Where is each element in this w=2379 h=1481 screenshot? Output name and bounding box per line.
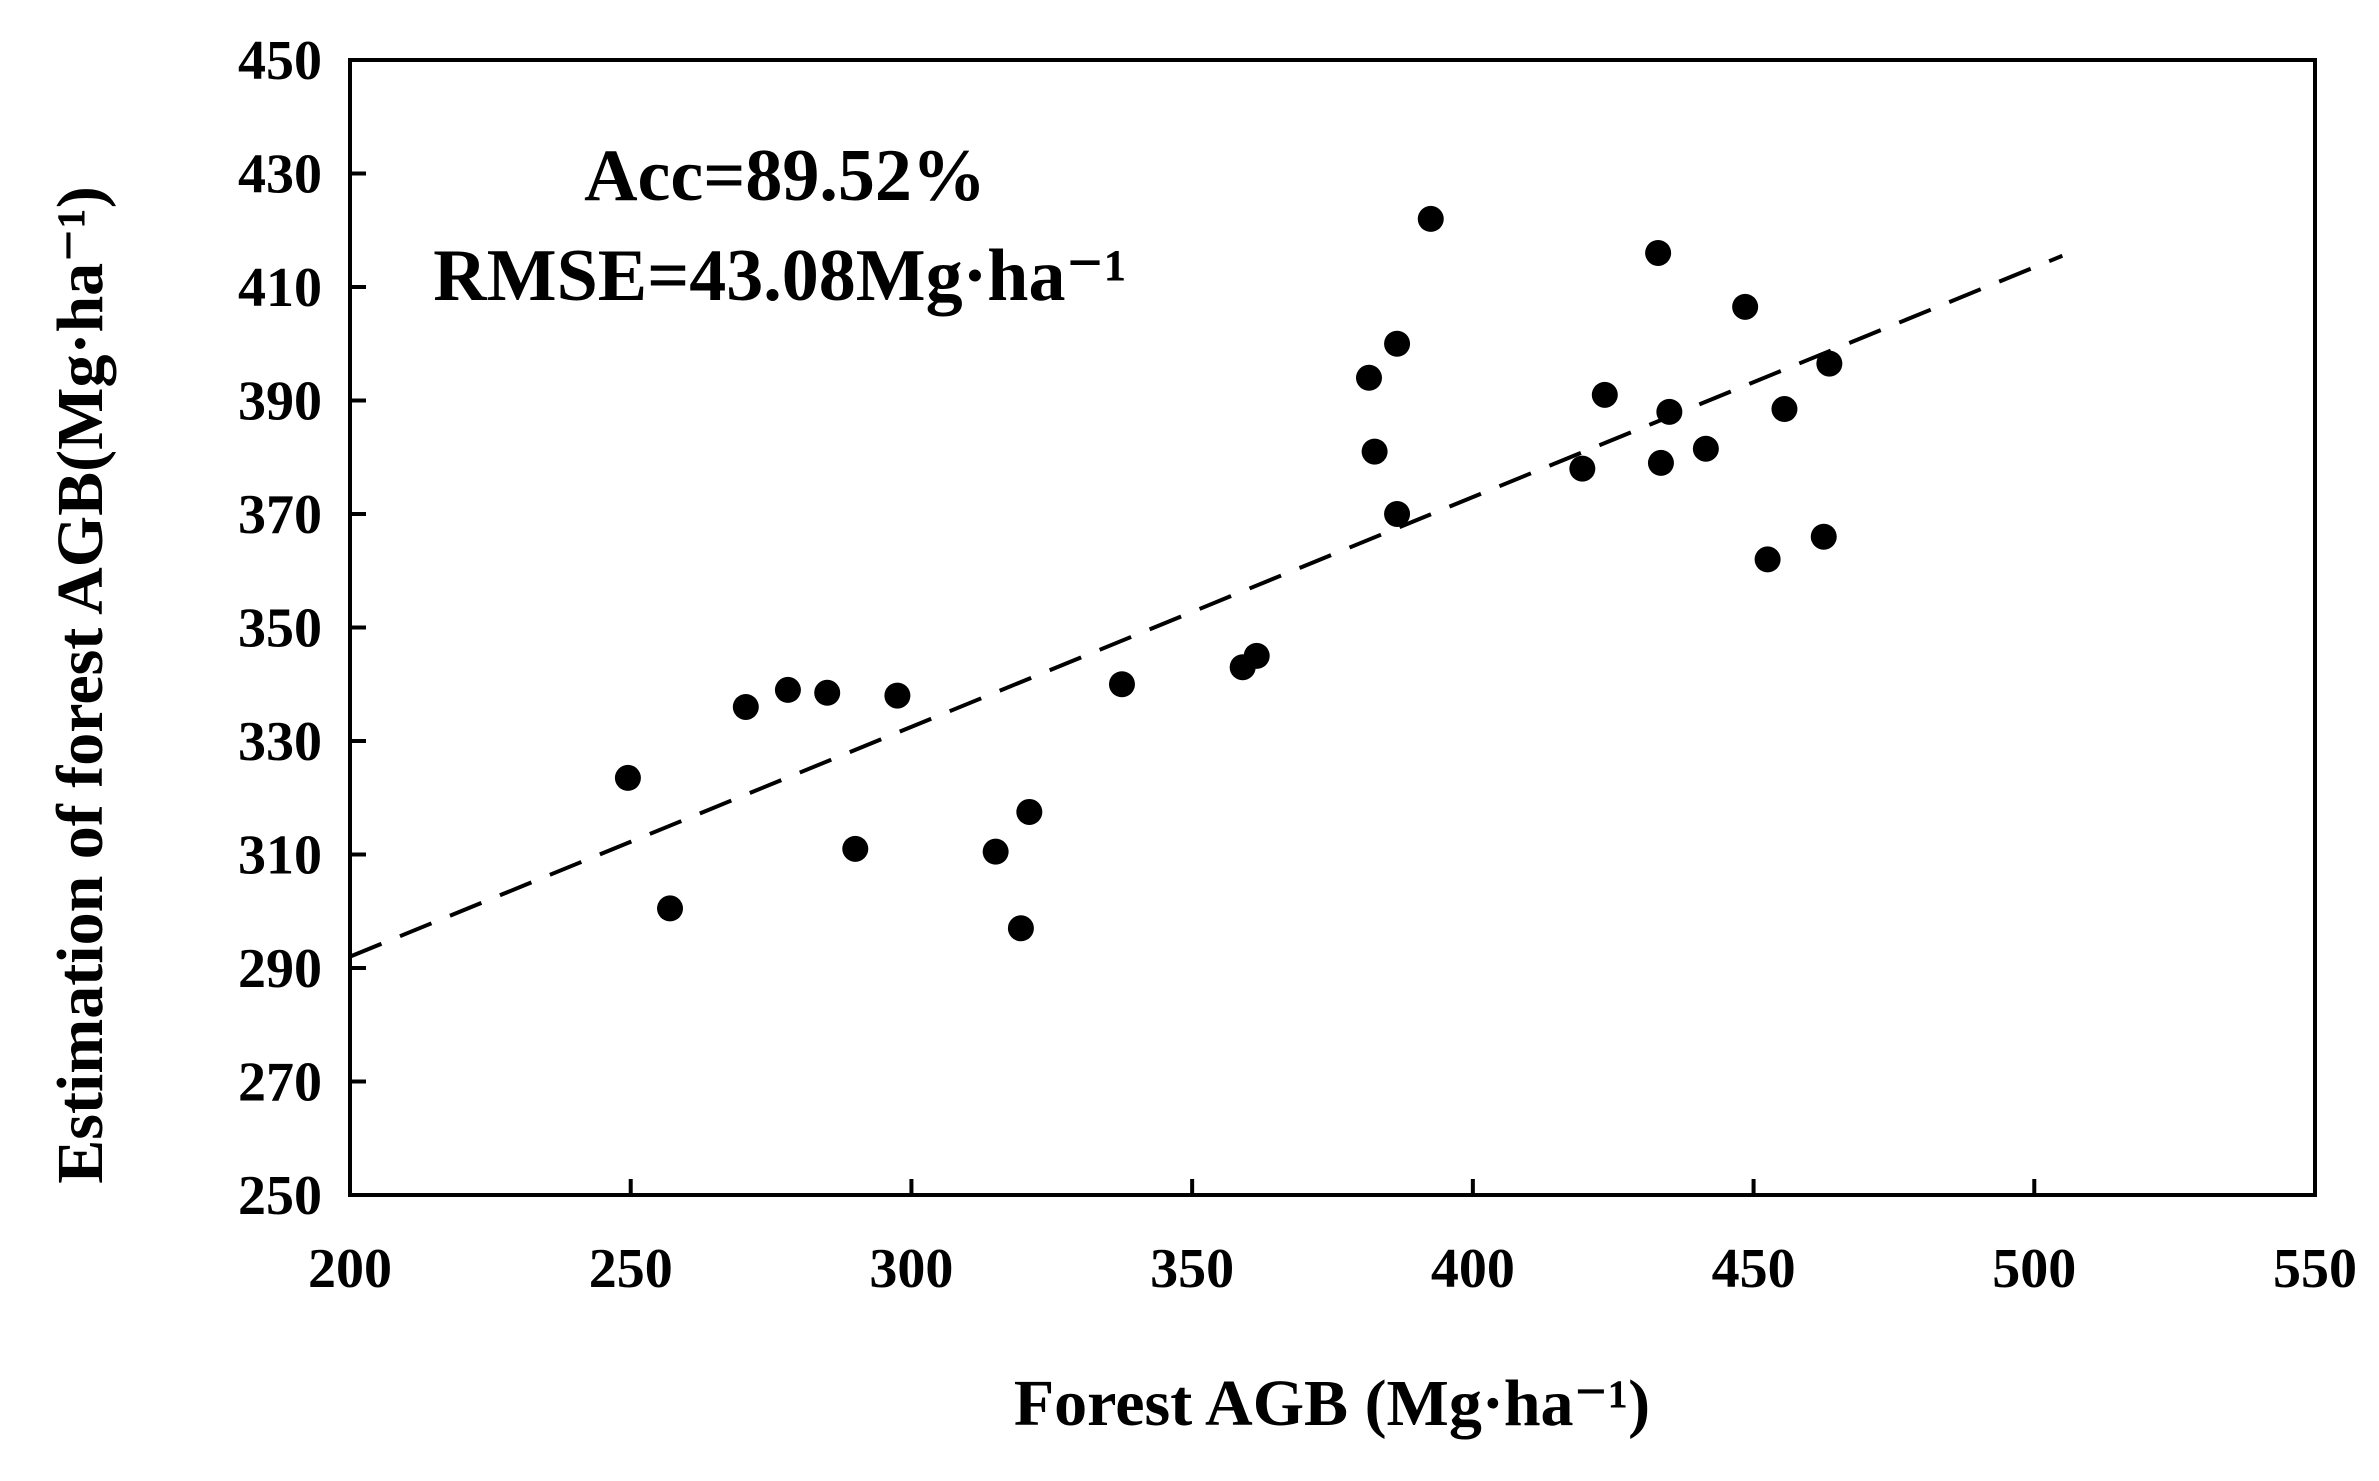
x-tick-label: 550 xyxy=(2273,1238,2357,1300)
x-axis-title: Forest AGB (Mg·ha⁻¹) xyxy=(1014,1367,1650,1440)
data-point xyxy=(1591,381,1618,408)
x-tick-label: 400 xyxy=(1431,1238,1515,1300)
y-tick-label: 390 xyxy=(238,371,322,433)
data-point xyxy=(1656,398,1683,425)
x-tick-label: 500 xyxy=(1992,1238,2076,1300)
data-point xyxy=(774,676,801,703)
data-point xyxy=(614,764,641,791)
y-tick-label: 430 xyxy=(238,144,322,206)
trend-line xyxy=(349,253,2064,959)
y-tick-label: 370 xyxy=(238,484,322,546)
data-point xyxy=(1647,449,1674,476)
annotation-rmse: RMSE=43.08Mg·ha⁻¹ xyxy=(433,235,1126,317)
y-tick-label: 450 xyxy=(238,30,322,92)
data-point xyxy=(1243,642,1270,669)
x-tick-label: 250 xyxy=(589,1238,673,1300)
data-point xyxy=(732,693,759,720)
data-point xyxy=(1361,438,1388,465)
data-points xyxy=(614,205,1843,942)
y-tick-label: 250 xyxy=(238,1165,322,1227)
data-point xyxy=(814,679,841,706)
data-point xyxy=(1754,546,1781,573)
data-point xyxy=(1692,435,1719,462)
data-point xyxy=(842,835,869,862)
y-tick-label: 330 xyxy=(238,711,322,773)
plot-frame xyxy=(348,58,2317,1197)
data-point xyxy=(1016,798,1043,825)
y-axis-title: Estimation of forest AGB(Mg·ha⁻¹) xyxy=(44,186,117,1184)
y-axis-ticks: 250 270 290 310 330 350 370 390 410 430 450 xyxy=(238,30,366,1227)
x-tick-label: 300 xyxy=(869,1238,953,1300)
data-point xyxy=(1384,330,1411,357)
x-tick-label: 450 xyxy=(1712,1238,1796,1300)
x-axis-ticks: 200 250 300 350 400 450 500 550 xyxy=(308,1179,2357,1300)
data-point xyxy=(884,682,911,709)
x-tick-label: 350 xyxy=(1150,1238,1234,1300)
data-point xyxy=(1645,239,1672,266)
data-point xyxy=(1007,915,1034,942)
data-point xyxy=(1417,205,1444,232)
trend-line-group xyxy=(349,253,2064,959)
data-point xyxy=(982,838,1009,865)
data-point xyxy=(1355,364,1382,391)
data-point xyxy=(1108,671,1135,698)
data-point xyxy=(1732,293,1759,320)
data-point xyxy=(1810,523,1837,550)
data-point xyxy=(1384,501,1411,527)
x-tick-label: 200 xyxy=(308,1238,392,1300)
data-point xyxy=(1816,350,1843,377)
y-tick-label: 310 xyxy=(238,825,322,887)
annotation-acc: Acc=89.52% xyxy=(584,135,986,217)
data-point xyxy=(657,895,684,922)
data-point xyxy=(1771,396,1798,423)
y-tick-label: 410 xyxy=(238,257,322,319)
data-point xyxy=(1569,455,1596,482)
y-tick-label: 350 xyxy=(238,598,322,660)
y-tick-label: 290 xyxy=(238,938,322,1000)
y-tick-label: 270 xyxy=(238,1052,322,1114)
